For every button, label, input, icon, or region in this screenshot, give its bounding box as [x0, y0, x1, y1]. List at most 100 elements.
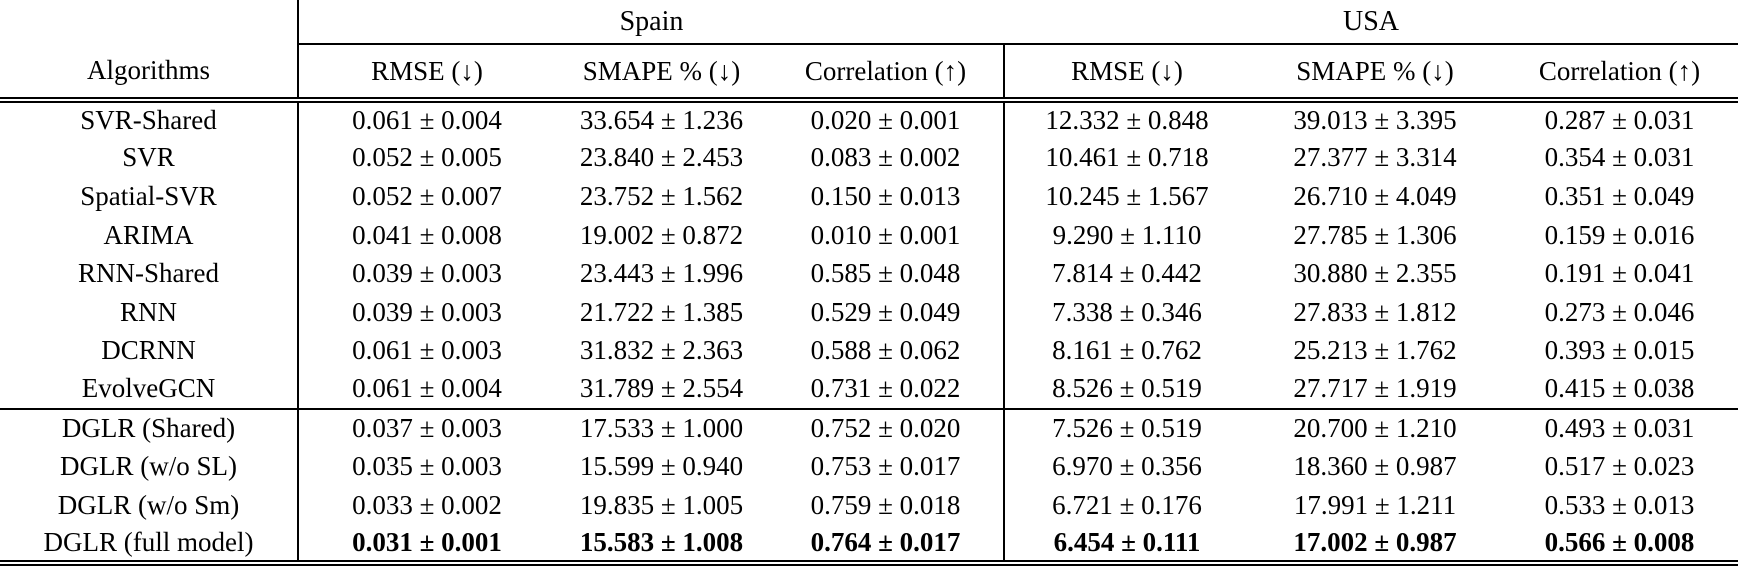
- metric-value: 6.454 ± 0.111: [1004, 524, 1249, 566]
- metric-value: 0.037 ± 0.003: [352, 412, 502, 443]
- algorithm-name: EvolveGCN: [0, 370, 299, 410]
- metric-value: 0.415 ± 0.038: [1501, 370, 1738, 410]
- algorithm-name: SVR: [0, 138, 299, 178]
- metric-value: 0.061 ± 0.004: [298, 370, 555, 410]
- algorithm-name: Spatial-SVR: [0, 177, 299, 216]
- metric-value: 0.566 ± 0.008: [1501, 524, 1738, 566]
- table-row: DGLR (w/o SL) 0.035 ± 0.003 15.599 ± 0.940…: [0, 447, 1738, 486]
- table-row: SVR 0.052 ± 0.005 23.840 ± 2.453 0.083 ± 0.…: [0, 138, 1738, 178]
- column-header-correlation-spain: Correlation (↑): [768, 44, 1005, 103]
- metric-value: 0.039 ± 0.003: [352, 258, 502, 289]
- metric-value: 7.526 ± 0.519: [1052, 412, 1202, 443]
- metric-value: 39.013 ± 3.395: [1293, 105, 1457, 136]
- metric-value: 25.213 ± 1.762: [1293, 335, 1457, 366]
- table-row: EvolveGCN 0.061 ± 0.004 31.789 ± 2.554 0.73…: [0, 370, 1738, 410]
- metric-value: 0.585 ± 0.048: [768, 254, 1005, 293]
- metric-value: 0.061 ± 0.003: [352, 335, 502, 366]
- algorithm-name: RNN-Shared: [0, 254, 299, 293]
- algorithms-column-header: Algorithms: [0, 44, 299, 103]
- metric-value: 31.789 ± 2.554: [555, 370, 768, 410]
- metric-value: 0.159 ± 0.016: [1544, 219, 1695, 250]
- column-header-correlation-usa: Correlation (↑): [1501, 44, 1738, 103]
- table-row: DGLR (w/o Sm) 0.033 ± 0.002 19.835 ± 1.005…: [0, 485, 1738, 525]
- algorithm-name: DGLR (Shared): [0, 408, 299, 448]
- metric-value: 23.752 ± 1.562: [579, 180, 744, 211]
- metric-value: 0.752 ± 0.020: [768, 408, 1005, 448]
- table-row: DCRNN 0.061 ± 0.003 31.832 ± 2.363 0.588 ± …: [0, 331, 1738, 371]
- column-header-smape-spain: SMAPE % (↓): [555, 44, 768, 103]
- table-row: DGLR (Shared) 0.037 ± 0.003 17.533 ± 1.000…: [0, 408, 1738, 448]
- column-header-rmse-usa: RMSE (↓): [1004, 44, 1249, 103]
- algorithm-name: RNN: [0, 292, 299, 332]
- metric-value: 12.332 ± 0.848: [1045, 105, 1209, 136]
- metric-value: 0.759 ± 0.018: [768, 485, 1005, 525]
- metric-value: 7.338 ± 0.346: [1052, 296, 1202, 327]
- group-header-usa: USA: [1004, 0, 1738, 45]
- metric-header-row: Algorithms RMSE (↓) SMAPE % (↓) Correlat…: [0, 44, 1738, 103]
- metric-value: 0.493 ± 0.031: [1544, 412, 1695, 443]
- metric-value: 10.245 ± 1.567: [1045, 180, 1209, 211]
- metric-value: 27.377 ± 3.314: [1293, 142, 1457, 173]
- metric-value: 0.039 ± 0.003: [352, 296, 502, 327]
- table-row: DGLR (full model) 0.031 ± 0.001 15.583 ± 1…: [0, 524, 1738, 566]
- metric-value: 0.764 ± 0.017: [768, 524, 1005, 566]
- algorithm-name: DGLR (w/o SL): [0, 447, 299, 486]
- metric-value: 6.721 ± 0.176: [1052, 489, 1202, 520]
- algorithm-name: DCRNN: [0, 331, 299, 371]
- metric-value: 0.041 ± 0.008: [352, 219, 502, 250]
- metric-value: 17.002 ± 0.987: [1249, 524, 1501, 566]
- metric-value: 0.529 ± 0.049: [768, 292, 1005, 332]
- metric-value: 30.880 ± 2.355: [1293, 258, 1457, 289]
- metric-value: 0.588 ± 0.062: [768, 331, 1005, 371]
- metric-value: 0.533 ± 0.013: [1544, 489, 1695, 520]
- metric-value: 27.833 ± 1.812: [1293, 296, 1457, 327]
- group-header-row: Spain USA: [0, 0, 1738, 45]
- table-row: SVR-Shared 0.061 ± 0.004 33.654 ± 1.236 0.0…: [0, 100, 1738, 139]
- metric-value: 0.052 ± 0.007: [352, 180, 502, 211]
- metric-value: 0.273 ± 0.046: [1544, 296, 1695, 327]
- metric-value: 19.002 ± 0.872: [579, 219, 744, 250]
- metric-value: 15.599 ± 0.940: [579, 450, 744, 481]
- metric-value: 0.052 ± 0.005: [352, 142, 502, 173]
- metric-value: 27.717 ± 1.919: [1249, 370, 1501, 410]
- metric-value: 0.031 ± 0.001: [298, 524, 555, 566]
- table-body: SVR-Shared 0.061 ± 0.004 33.654 ± 1.236 0.0…: [0, 100, 1738, 566]
- algorithm-name: DGLR (full model): [0, 524, 299, 566]
- metric-value: 20.700 ± 1.210: [1293, 412, 1457, 443]
- metric-value: 23.840 ± 2.453: [579, 142, 744, 173]
- table-row: ARIMA 0.041 ± 0.008 19.002 ± 0.872 0.010 ± …: [0, 215, 1738, 255]
- group-header-spain: Spain: [298, 0, 1004, 45]
- metric-value: 23.443 ± 1.996: [579, 258, 744, 289]
- metric-value: 9.290 ± 1.110: [1052, 219, 1202, 250]
- metric-value: 19.835 ± 1.005: [579, 489, 744, 520]
- metric-value: 15.583 ± 1.008: [555, 524, 768, 566]
- metric-value: 17.533 ± 1.000: [579, 412, 744, 443]
- table-row: RNN 0.039 ± 0.003 21.722 ± 1.385 0.529 ± 0.…: [0, 292, 1738, 332]
- metric-value: 0.035 ± 0.003: [352, 450, 502, 481]
- metric-value: 8.526 ± 0.519: [1004, 370, 1249, 410]
- metric-value: 33.654 ± 1.236: [579, 105, 744, 136]
- metric-value: 0.393 ± 0.015: [1544, 335, 1695, 366]
- metric-value: 0.150 ± 0.013: [768, 177, 1005, 216]
- metric-value: 0.191 ± 0.041: [1544, 258, 1695, 289]
- algorithm-name: ARIMA: [0, 215, 299, 255]
- metric-value: 8.161 ± 0.762: [1052, 335, 1202, 366]
- corner-spacer: [0, 0, 299, 44]
- metric-value: 0.731 ± 0.022: [768, 370, 1005, 410]
- metric-value: 0.287 ± 0.031: [1544, 105, 1695, 136]
- column-header-smape-usa: SMAPE % (↓): [1249, 44, 1501, 103]
- metric-value: 0.061 ± 0.004: [352, 105, 502, 136]
- table-row: RNN-Shared 0.039 ± 0.003 23.443 ± 1.996 0.5…: [0, 254, 1738, 293]
- metric-value: 27.785 ± 1.306: [1293, 219, 1457, 250]
- metric-value: 10.461 ± 0.718: [1045, 142, 1209, 173]
- table-row: Spatial-SVR 0.052 ± 0.007 23.752 ± 1.562 0.…: [0, 177, 1738, 216]
- metric-value: 18.360 ± 0.987: [1293, 450, 1457, 481]
- column-header-rmse-spain: RMSE (↓): [298, 44, 555, 103]
- metric-value: 0.083 ± 0.002: [768, 138, 1005, 178]
- metric-value: 0.354 ± 0.031: [1544, 142, 1695, 173]
- metric-value: 6.970 ± 0.356: [1052, 450, 1202, 481]
- metric-value: 0.010 ± 0.001: [768, 215, 1005, 255]
- metric-value: 17.991 ± 1.211: [1293, 489, 1457, 520]
